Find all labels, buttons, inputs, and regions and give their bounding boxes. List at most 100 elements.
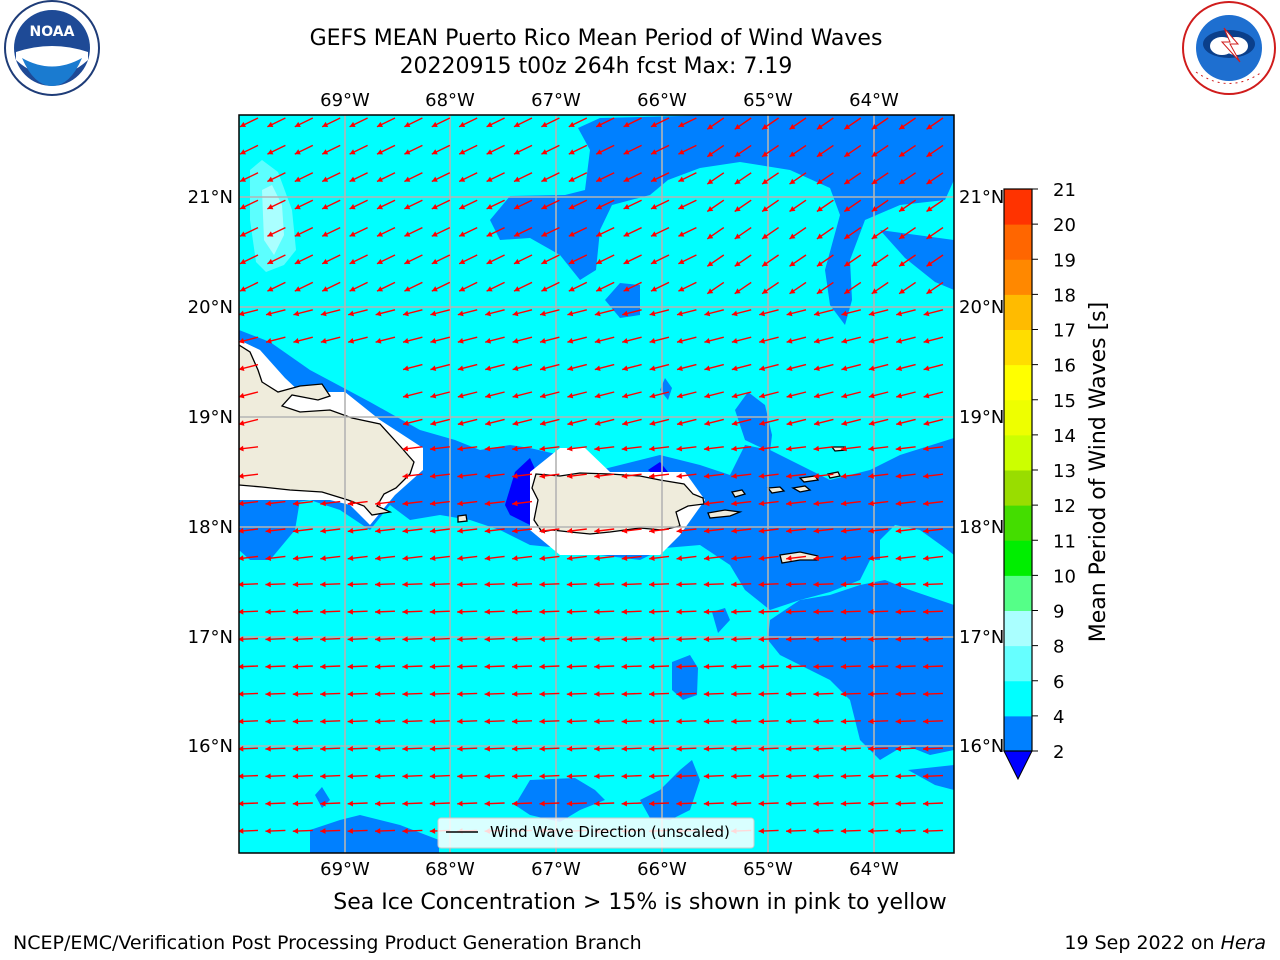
wind-arrow-head <box>841 310 848 317</box>
wind-arrow-head <box>621 527 628 534</box>
wind-arrow-head <box>239 204 246 210</box>
wind-arrow-head <box>512 310 519 317</box>
wind-arrow-head <box>707 123 714 130</box>
wind-arrow-head <box>347 608 353 615</box>
wind-arrow-head <box>622 392 629 399</box>
wind-arrow-head <box>430 338 437 344</box>
wind-arrow-head <box>322 176 329 182</box>
wind-arrow-head <box>703 800 710 807</box>
wind-arrow-head <box>840 527 847 534</box>
wind-arrow-head <box>816 206 823 212</box>
wind-arrow-head <box>375 773 381 780</box>
wind-arrow-head <box>895 828 901 834</box>
wind-arrow-head <box>429 636 436 643</box>
wind-arrow-head <box>731 745 737 752</box>
wind-arrow-head <box>429 555 436 562</box>
noaa-logo: NOAA <box>4 0 100 96</box>
wind-arrow-head <box>539 663 545 670</box>
wind-arrow-head <box>704 392 711 399</box>
wind-arrow-head <box>265 581 271 588</box>
wind-arrow-head <box>376 286 383 292</box>
wind-arrow-head <box>926 288 933 294</box>
lat-label-right: 18°N <box>959 517 1004 538</box>
wind-arrow-head <box>844 233 851 239</box>
wind-arrow-head <box>895 608 901 615</box>
wind-arrow-head <box>568 149 575 155</box>
wind-arrow-head <box>923 636 929 643</box>
wind-arrow-head <box>457 338 464 344</box>
wind-arrow-head <box>704 310 711 317</box>
wind-arrow-head <box>239 663 244 670</box>
wind-arrow-head <box>567 392 574 399</box>
wind-arrow-head <box>292 555 299 562</box>
wind-arrow-head <box>239 286 246 292</box>
wind-arrow-head <box>239 445 244 452</box>
wind-arrow-head <box>347 527 354 534</box>
wind-arrow-head <box>731 338 738 344</box>
wind-arrow-head <box>239 473 244 479</box>
wind-arrow-head <box>623 286 630 292</box>
wind-arrow-head <box>239 500 244 507</box>
wind-arrow-head <box>923 718 929 725</box>
wind-arrow-head <box>402 581 408 588</box>
wind-arrow-head <box>566 527 573 534</box>
wind-arrow-head <box>758 745 764 752</box>
wind-arrow-head <box>539 636 545 643</box>
lat-label-left: 16°N <box>188 736 233 757</box>
colorbar-segment <box>1004 434 1032 471</box>
wind-arrow-head <box>568 231 575 237</box>
wind-arrow-head <box>731 420 738 426</box>
wind-arrow-head <box>484 608 490 615</box>
wind-arrow-head <box>923 500 929 507</box>
wind-arrow-head <box>457 581 463 588</box>
wind-arrow-head <box>734 233 741 239</box>
colorbar-segment <box>1004 505 1032 541</box>
wind-arrow-head <box>265 718 271 725</box>
wind-arrow-head <box>457 310 464 317</box>
wind-arrow-head <box>678 258 685 264</box>
wind-arrow-head <box>292 828 299 834</box>
wind-arrow-head <box>376 258 383 264</box>
wind-arrow-head <box>512 636 518 643</box>
wind-arrow-head <box>320 718 326 725</box>
wind-arrow-head <box>320 310 327 317</box>
wind-arrow-head <box>649 745 655 752</box>
wind-arrow-head <box>512 718 518 725</box>
wind-arrow-head <box>484 663 490 670</box>
wind-arrow-head <box>731 773 737 780</box>
wind-arrow-head <box>678 121 685 127</box>
wind-arrow-head <box>650 286 657 292</box>
wind-arrow-head <box>594 555 600 562</box>
wind-arrow-head <box>813 663 819 670</box>
wind-arrow-head <box>375 691 381 697</box>
wind-arrow-head <box>512 527 518 534</box>
wind-arrow-head <box>430 420 437 426</box>
lat-label-left: 21°N <box>188 187 233 208</box>
wind-arrow-head <box>512 745 518 752</box>
wind-arrow-head <box>486 231 493 237</box>
nws-logo <box>1182 1 1276 95</box>
wind-arrow-head <box>541 286 548 292</box>
wind-arrow-head <box>404 149 411 155</box>
wind-arrow-head <box>513 176 520 182</box>
wind-arrow-head <box>814 310 820 317</box>
wind-arrow-head <box>844 178 851 185</box>
wind-arrow-head <box>265 828 271 834</box>
wind-arrow-head <box>376 121 383 127</box>
wind-arrow-head <box>731 555 737 562</box>
wind-arrow-head <box>734 260 741 267</box>
lat-label-right: 20°N <box>959 297 1004 318</box>
wind-arrow-head <box>677 310 683 317</box>
wind-arrow-head <box>239 828 244 834</box>
chart-title-line2: 20220915 t00z 264h fcst Max: 7.19 <box>399 54 793 79</box>
wind-arrow-head <box>567 338 574 344</box>
wind-arrow-head <box>594 718 600 725</box>
wind-arrow-head <box>786 338 793 344</box>
colorbar-tick-label: 17 <box>1053 321 1076 342</box>
wind-arrow-head <box>895 800 901 807</box>
wind-arrow-head <box>594 745 600 752</box>
wind-arrow-head <box>292 608 299 615</box>
wind-arrow-head <box>899 288 906 294</box>
wind-arrow-head <box>814 392 820 399</box>
wind-arrow-head <box>786 636 792 643</box>
